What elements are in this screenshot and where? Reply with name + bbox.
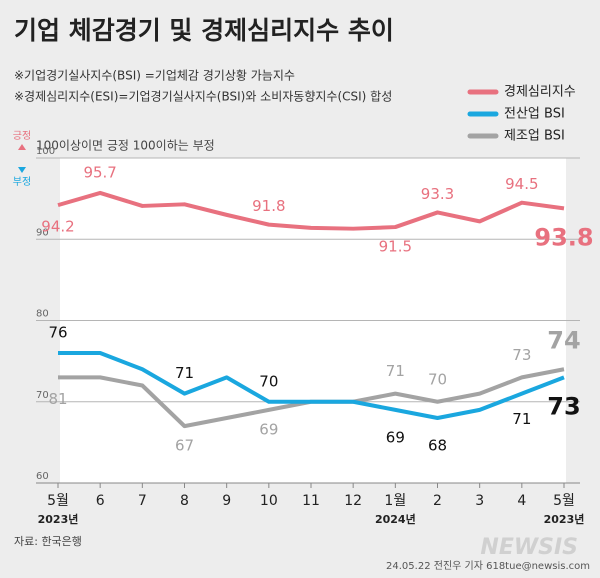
value-label: 71 — [512, 410, 531, 428]
down-arrow — [18, 167, 26, 173]
value-label: 71 — [386, 362, 405, 380]
value-label: 67 — [175, 437, 194, 455]
y-tick-label: 100 — [36, 146, 55, 157]
value-label: 73 — [512, 346, 531, 364]
value-label: 91.5 — [379, 238, 412, 256]
value-label: 71 — [175, 364, 194, 382]
value-label: 68 — [428, 437, 447, 455]
value-label: 95.7 — [83, 163, 116, 181]
value-label: 73 — [547, 392, 580, 420]
value-label: 70 — [259, 372, 278, 390]
value-label: 94.5 — [505, 175, 538, 193]
x-sublabel: 2024년 — [375, 512, 416, 526]
y-tick-label: 90 — [36, 227, 49, 238]
legend-label: 경제심리지수 — [504, 85, 576, 100]
value-label: 69 — [386, 428, 405, 446]
x-tick-label: 5월 — [47, 493, 69, 509]
y-tick-label: 60 — [36, 471, 49, 482]
value-label: 76 — [48, 324, 67, 342]
credit: 24.05.22 전진우 기자 618tue@newsis.com — [386, 560, 590, 572]
negative-label: 부정 — [13, 176, 31, 188]
value-label: 74 — [547, 326, 580, 354]
x-tick-label: 9 — [222, 493, 231, 509]
value-label: 93.8 — [534, 223, 593, 251]
x-tick-label: 7 — [138, 493, 147, 509]
misprinted-label: 81 — [48, 390, 67, 408]
x-tick-label: 12 — [344, 493, 362, 509]
series-line — [58, 351, 565, 420]
up-arrow — [18, 144, 26, 150]
watermark: NEWSIS — [480, 535, 578, 560]
note: ※경제심리지수(ESI)=기업경기실사지수(BSI)와 소비자동향지수(CSI)… — [14, 90, 392, 104]
x-tick-label: 2 — [433, 493, 442, 509]
value-label: 93.3 — [421, 185, 454, 203]
note: ※기업경기실사지수(BSI) =기업체감 경기상황 가늠지수 — [14, 69, 295, 83]
annotation: 100이상이면 긍정 100이하는 부정 — [36, 139, 215, 153]
chart-title: 기업 체감경기 및 경제심리지수 추이 — [14, 16, 394, 45]
x-tick-label: 4 — [517, 493, 526, 509]
y-tick-label: 80 — [36, 309, 49, 320]
x-tick-label: 10 — [260, 493, 278, 509]
legend-label: 전산업 BSI — [504, 107, 565, 122]
positive-label: 긍정 — [13, 130, 31, 142]
x-tick-label: 5월 — [553, 493, 575, 509]
x-tick-label: 3 — [475, 493, 484, 509]
x-tick-label: 11 — [302, 493, 320, 509]
value-label: 91.8 — [252, 197, 285, 215]
series-line — [57, 190, 565, 231]
y-tick-label: 70 — [36, 390, 49, 401]
value-label: 70 — [428, 370, 447, 388]
x-sublabel: 2023년 — [544, 512, 585, 526]
value-label: 94.2 — [41, 218, 74, 236]
x-tick-label: 1월 — [384, 493, 406, 509]
x-tick-label: 8 — [180, 493, 189, 509]
x-sublabel: 2023년 — [38, 512, 79, 526]
value-label: 69 — [259, 420, 278, 438]
x-tick-label: 6 — [96, 493, 105, 509]
source: 자료: 한국은행 — [14, 535, 82, 548]
legend-label: 제조업 BSI — [504, 129, 565, 144]
